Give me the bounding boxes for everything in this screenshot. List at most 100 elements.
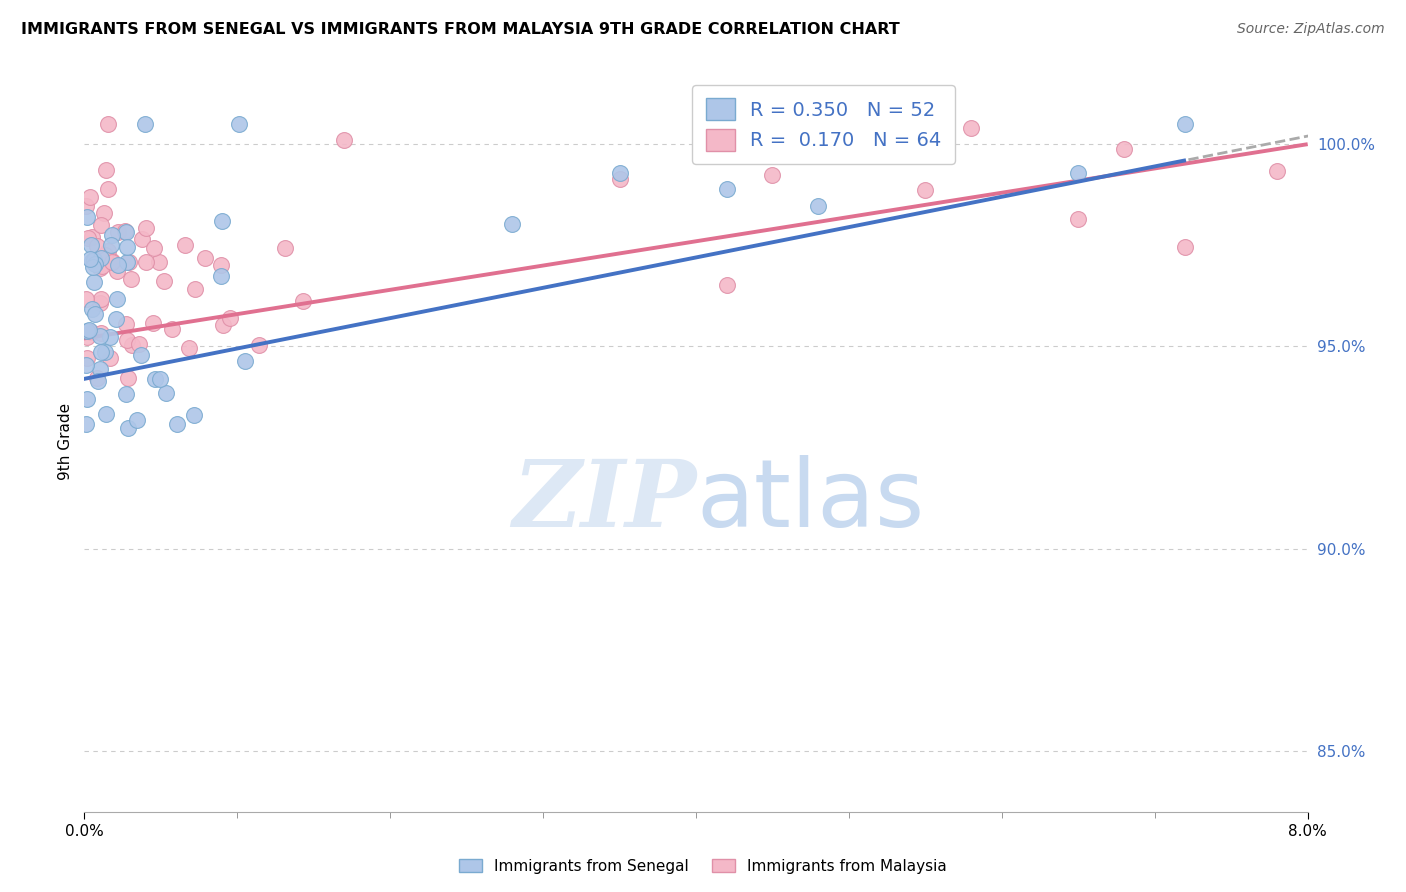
Point xyxy=(96,163,118,178)
Point xyxy=(194,251,217,265)
Point xyxy=(90,292,112,306)
Point xyxy=(107,263,129,277)
Point xyxy=(115,333,138,347)
Point xyxy=(1174,117,1197,131)
Point xyxy=(115,255,138,269)
Point xyxy=(761,168,783,182)
Point xyxy=(209,259,232,273)
Point xyxy=(97,182,120,196)
Point xyxy=(89,296,111,310)
Point xyxy=(82,230,104,244)
Point xyxy=(127,413,149,427)
Point xyxy=(107,292,129,306)
Point xyxy=(83,252,105,267)
Point xyxy=(98,329,121,343)
Point xyxy=(90,251,112,265)
Point xyxy=(960,121,983,136)
Point xyxy=(117,240,139,254)
Point xyxy=(115,225,138,239)
Point xyxy=(80,326,103,340)
Point xyxy=(79,190,101,204)
Point xyxy=(117,421,139,435)
Point xyxy=(75,292,97,306)
Point xyxy=(94,408,117,422)
Point xyxy=(716,181,738,195)
Point xyxy=(84,307,107,321)
Point xyxy=(79,252,101,267)
Point xyxy=(142,241,165,255)
Point xyxy=(609,171,631,186)
Point xyxy=(90,219,112,233)
Point xyxy=(1067,166,1090,180)
Point xyxy=(90,345,112,359)
Point xyxy=(153,274,176,288)
Point xyxy=(117,371,139,385)
Point xyxy=(82,301,104,316)
Legend: R = 0.350   N = 52, R =  0.170   N = 64: R = 0.350 N = 52, R = 0.170 N = 64 xyxy=(692,85,955,164)
Point xyxy=(89,361,111,376)
Point xyxy=(118,255,141,269)
Point xyxy=(249,338,271,352)
Point xyxy=(142,317,165,331)
Point xyxy=(149,372,172,386)
Point xyxy=(83,256,105,270)
Point xyxy=(211,318,233,332)
Point xyxy=(77,323,100,337)
Point xyxy=(98,351,121,365)
Point xyxy=(114,224,136,238)
Point xyxy=(183,282,205,296)
Point xyxy=(97,117,120,131)
Text: ZIP: ZIP xyxy=(512,456,696,546)
Point xyxy=(1174,239,1197,253)
Point xyxy=(143,371,166,385)
Point xyxy=(89,261,111,276)
Point xyxy=(90,326,112,341)
Point xyxy=(209,269,232,284)
Point xyxy=(86,371,108,385)
Point xyxy=(166,417,188,432)
Y-axis label: 9th Grade: 9th Grade xyxy=(58,403,73,480)
Point xyxy=(76,230,98,244)
Point xyxy=(134,117,156,131)
Point xyxy=(91,259,114,273)
Point xyxy=(121,337,143,351)
Point xyxy=(333,133,356,147)
Point xyxy=(869,117,891,131)
Point xyxy=(76,351,98,365)
Legend: Immigrants from Senegal, Immigrants from Malaysia: Immigrants from Senegal, Immigrants from… xyxy=(453,853,953,880)
Point xyxy=(82,253,104,268)
Point xyxy=(97,244,120,259)
Point xyxy=(76,324,98,338)
Point xyxy=(104,312,127,326)
Point xyxy=(107,225,129,239)
Point xyxy=(1265,164,1288,178)
Point xyxy=(135,221,157,235)
Point xyxy=(211,214,233,228)
Point xyxy=(93,206,115,220)
Point xyxy=(75,417,97,431)
Point xyxy=(716,277,738,292)
Point xyxy=(1114,142,1136,156)
Point xyxy=(101,228,124,243)
Point xyxy=(160,322,183,336)
Point xyxy=(100,238,122,252)
Point xyxy=(114,387,136,401)
Point xyxy=(76,210,98,224)
Point xyxy=(83,275,105,289)
Point xyxy=(155,386,177,401)
Point xyxy=(76,392,98,407)
Point xyxy=(80,238,103,252)
Point xyxy=(107,258,129,272)
Point xyxy=(177,341,200,355)
Point xyxy=(135,254,157,268)
Point xyxy=(101,254,124,268)
Point xyxy=(228,117,250,131)
Point xyxy=(1067,211,1090,226)
Text: Source: ZipAtlas.com: Source: ZipAtlas.com xyxy=(1237,22,1385,37)
Point xyxy=(807,199,830,213)
Point xyxy=(128,337,150,351)
Point xyxy=(94,247,117,261)
Point xyxy=(76,330,98,344)
Point xyxy=(609,166,631,180)
Point xyxy=(115,317,138,331)
